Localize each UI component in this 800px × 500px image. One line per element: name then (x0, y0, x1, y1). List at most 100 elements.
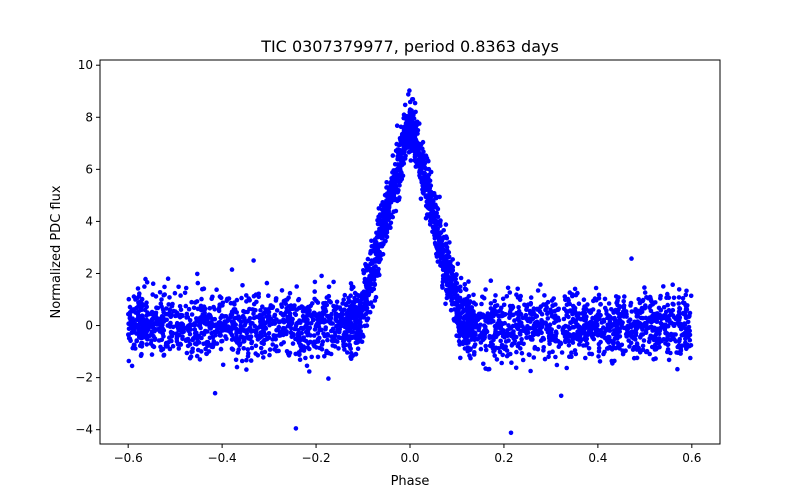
data-point (152, 337, 158, 343)
data-point (513, 365, 519, 371)
data-point (467, 311, 472, 317)
data-point (169, 303, 175, 309)
data-point (530, 330, 536, 336)
data-point (331, 279, 336, 285)
data-point (324, 302, 330, 308)
data-point (225, 296, 230, 302)
data-point (244, 293, 249, 298)
data-point (376, 243, 382, 248)
data-point (186, 306, 192, 312)
data-point (349, 350, 354, 356)
data-point (169, 338, 174, 344)
data-point (400, 173, 406, 178)
data-point (518, 332, 523, 337)
data-point (325, 333, 331, 338)
data-point (415, 151, 420, 156)
data-point (596, 341, 602, 347)
data-point (245, 347, 251, 352)
data-point (201, 341, 206, 347)
data-point (428, 203, 434, 208)
data-point (356, 327, 361, 333)
data-point (246, 351, 251, 356)
data-point (278, 310, 284, 316)
data-point (653, 335, 658, 341)
data-point (344, 312, 350, 318)
data-point (302, 345, 307, 351)
data-point (586, 346, 592, 351)
data-point (479, 301, 484, 307)
data-point (206, 349, 212, 354)
data-point (462, 330, 468, 336)
data-point (584, 314, 589, 320)
data-point (471, 292, 476, 298)
data-point (538, 282, 543, 287)
data-point (336, 346, 341, 351)
data-point (688, 293, 694, 299)
data-point (148, 311, 154, 317)
x-tick-label: −0.2 (301, 451, 330, 465)
data-point (528, 295, 534, 300)
data-point (187, 322, 193, 327)
data-point (317, 335, 322, 341)
data-point (462, 282, 468, 287)
data-point (564, 302, 570, 308)
data-point (494, 303, 500, 308)
data-point (178, 341, 183, 347)
data-point (499, 342, 505, 348)
data-point (472, 318, 477, 323)
data-point (336, 322, 342, 328)
data-point (182, 290, 188, 296)
data-point (546, 354, 551, 360)
data-point (184, 324, 190, 330)
data-point (524, 316, 529, 322)
data-point (290, 320, 295, 326)
data-point (179, 313, 185, 318)
data-point (481, 313, 487, 319)
data-point (241, 335, 246, 340)
data-point (194, 316, 199, 321)
data-point (611, 310, 616, 315)
data-point (597, 359, 603, 364)
data-point (253, 351, 258, 356)
data-point (674, 350, 679, 355)
data-point (159, 314, 165, 319)
data-point (392, 162, 398, 167)
data-point (167, 335, 172, 341)
data-point (304, 363, 310, 369)
data-point (463, 316, 469, 321)
data-point (430, 224, 436, 230)
data-point (487, 333, 492, 339)
data-point (501, 302, 507, 308)
data-point (519, 337, 524, 342)
data-point (419, 141, 424, 147)
data-point (145, 337, 150, 342)
data-point (357, 302, 363, 308)
data-point (140, 324, 145, 330)
data-point (366, 291, 371, 297)
data-point (648, 303, 653, 309)
data-point (437, 238, 442, 244)
data-point (663, 341, 668, 346)
data-point (508, 430, 514, 436)
data-point (499, 360, 505, 366)
data-point (494, 357, 500, 362)
data-point (393, 208, 399, 214)
data-point (309, 354, 315, 360)
data-point (667, 317, 672, 323)
data-point (507, 315, 512, 321)
data-point (161, 319, 167, 324)
data-point (466, 306, 471, 311)
data-point (426, 206, 432, 211)
data-point (397, 150, 403, 156)
data-point (180, 322, 186, 328)
data-point (507, 311, 512, 317)
data-point (317, 345, 322, 351)
x-tick-label: −0.4 (208, 451, 237, 465)
data-point (352, 295, 357, 301)
data-point (576, 301, 582, 307)
data-point (392, 197, 398, 203)
data-point (570, 340, 576, 345)
data-point (453, 280, 458, 286)
data-point (685, 303, 690, 308)
y-tick-label: 6 (85, 162, 93, 176)
